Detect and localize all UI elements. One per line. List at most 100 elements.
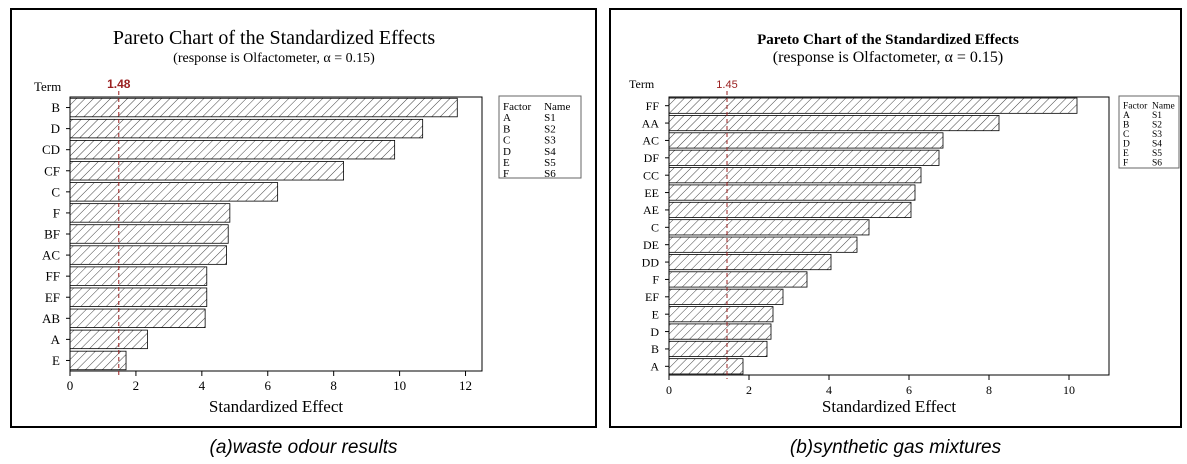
legend-factor: B (503, 123, 510, 135)
caption-waste-odour: (a)waste odour results (209, 437, 398, 458)
chart-panel-synthetic-gas: Pareto Chart of the Standardized Effects… (609, 8, 1182, 428)
legend-name: S4 (544, 146, 556, 158)
category-label-bf: BF (44, 227, 60, 242)
x-tick-label: 6 (265, 378, 272, 393)
chart-title: Pareto Chart of the Standardized Effects (113, 27, 436, 49)
category-label-f: F (652, 273, 659, 287)
x-axis-label: Standardized Effect (822, 397, 956, 416)
pareto-chart-svg: Pareto Chart of the Standardized Effects… (34, 27, 582, 416)
category-label-ff: FF (46, 269, 60, 284)
category-label-ee: EE (644, 186, 659, 200)
legend-factor: F (503, 168, 509, 180)
category-label-ef: EF (45, 290, 60, 305)
legend-factor: B (1123, 121, 1129, 131)
category-label-e: E (52, 353, 60, 368)
legend-name: S5 (544, 157, 556, 169)
legend-name: S1 (1152, 111, 1162, 121)
category-label-a: A (51, 332, 61, 347)
x-tick-label: 0 (67, 378, 74, 393)
legend-name: S4 (1152, 140, 1162, 150)
category-label-dd: DD (642, 255, 660, 269)
legend-name: S3 (1152, 130, 1162, 140)
x-tick-label: 8 (330, 378, 337, 393)
legend-name: S5 (1152, 149, 1162, 159)
bar-b (668, 340, 768, 357)
bar-e (668, 306, 774, 323)
category-label-b: B (51, 100, 60, 115)
x-tick-label: 10 (1063, 383, 1075, 397)
chart-subtitle: (response is Olfactometer, α = 0.15) (173, 51, 375, 66)
legend-header-factor: Factor (1123, 102, 1148, 112)
bar-e (69, 350, 127, 371)
reference-line-label: 1.48 (107, 77, 131, 91)
legend-name: S6 (544, 168, 556, 180)
x-tick-label: 2 (746, 383, 752, 397)
category-label-a: A (650, 360, 659, 374)
bar-ef (668, 288, 784, 305)
bar-dd (668, 254, 832, 271)
bar-a (668, 358, 744, 375)
bar-c (668, 219, 870, 236)
bar-aa (668, 115, 1000, 132)
category-label-ab: AB (42, 311, 60, 326)
legend-name: S2 (544, 123, 556, 135)
chart-subtitle: (response is Olfactometer, α = 0.15) (773, 49, 1003, 66)
x-tick-label: 2 (133, 378, 140, 393)
category-label-cf: CF (44, 163, 60, 178)
bar-bf (69, 224, 229, 244)
bar-c (69, 182, 279, 202)
legend-header-factor: Factor (503, 101, 531, 113)
bar-ac (69, 245, 227, 265)
category-label-df: DF (644, 151, 660, 165)
bar-ae (668, 201, 912, 218)
bar-d (668, 323, 772, 340)
reference-line-label: 1.45 (716, 79, 737, 91)
legend-factor: C (503, 135, 510, 147)
bar-ff (69, 266, 208, 286)
bar-de (668, 236, 858, 253)
legend-header-name: Name (1152, 102, 1175, 112)
bar-df (668, 149, 940, 166)
bar-f (668, 271, 808, 288)
legend-name: S3 (544, 135, 556, 147)
legend-name: S1 (544, 112, 556, 124)
legend-factor: E (1123, 149, 1129, 159)
caption-synthetic-gas: (b)synthetic gas mixtures (789, 437, 1002, 458)
y-axis-label: Term (629, 77, 655, 91)
x-tick-label: 4 (199, 378, 206, 393)
category-label-ac: AC (642, 134, 659, 148)
category-label-ae: AE (643, 203, 659, 217)
bar-cc (668, 167, 922, 184)
category-label-aa: AA (642, 116, 660, 130)
legend-name: S2 (1152, 121, 1162, 131)
x-axis-label: Standardized Effect (209, 397, 343, 416)
category-label-f: F (53, 205, 60, 220)
bar-b (69, 97, 458, 118)
chart-panel-waste-odour: Pareto Chart of the Standardized Effects… (10, 8, 597, 428)
legend-factor: E (503, 157, 510, 169)
legend-factor: D (1123, 140, 1130, 150)
legend-factor: F (1123, 159, 1128, 169)
chart-title: Pareto Chart of the Standardized Effects (757, 32, 1019, 48)
category-label-d: D (650, 325, 659, 339)
x-tick-label: 0 (666, 383, 672, 397)
category-label-c: C (51, 184, 60, 199)
category-label-cd: CD (42, 142, 60, 157)
bar-cf (69, 161, 344, 181)
x-tick-label: 8 (986, 383, 992, 397)
y-axis-label: Term (34, 79, 61, 94)
category-label-cc: CC (643, 168, 659, 182)
category-label-c: C (651, 221, 659, 235)
legend-factor: A (503, 112, 511, 124)
legend-name: S6 (1152, 159, 1162, 169)
bar-ef (69, 287, 208, 307)
bar-ac (668, 132, 944, 149)
bar-ff (668, 97, 1078, 114)
x-tick-label: 12 (459, 378, 472, 393)
category-label-ef: EF (645, 290, 659, 304)
bar-a (69, 329, 148, 350)
legend-factor: D (503, 146, 511, 158)
category-label-de: DE (643, 238, 659, 252)
category-label-ac: AC (42, 248, 60, 263)
category-label-b: B (651, 342, 659, 356)
